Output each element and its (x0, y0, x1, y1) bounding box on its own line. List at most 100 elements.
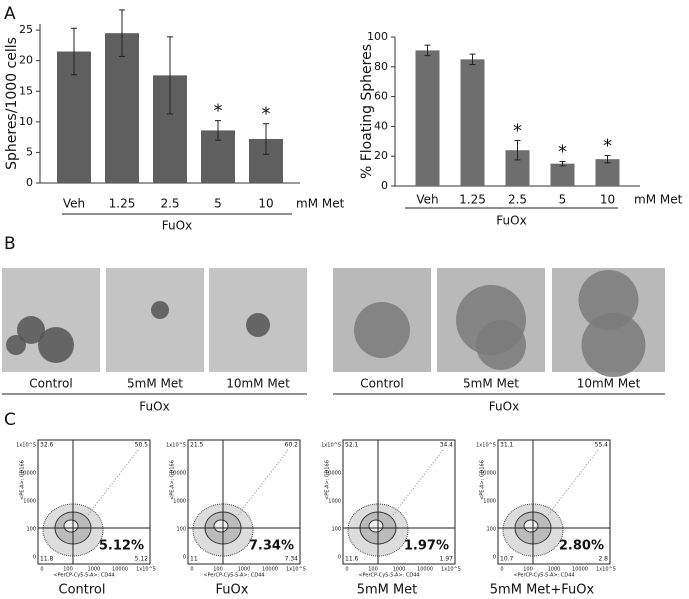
unit-label: mM Met (634, 193, 683, 207)
plot-caption: 5mM Met (357, 583, 418, 598)
y-tick-label: 0 (338, 555, 341, 561)
y-tick-label: 1000 (23, 499, 36, 505)
y-axis-label: <PE-A>: CD166 (480, 460, 486, 500)
quadrant-value: 31.1 (500, 442, 514, 449)
y-tick-label: 100 (176, 527, 186, 533)
x-tick-label: 10000 (112, 567, 128, 573)
x-axis-label: <PerCP-Cy5-5-A>: CD44 (53, 573, 114, 579)
x-tick-label: 5 (214, 197, 222, 211)
y-tick-label: 80 (374, 60, 388, 73)
x-tick-label: 100 (213, 567, 223, 573)
y-tick-label: 40 (374, 119, 388, 132)
x-tick-label: Veh (416, 193, 438, 207)
density-core (368, 519, 384, 533)
quadrant-value: 2.8 (598, 556, 608, 563)
x-tick-label: 1000 (393, 567, 406, 573)
y-tick-label: 100 (331, 527, 341, 533)
group-label: FuOx (496, 214, 526, 228)
micrograph-caption: 5mM Met (127, 377, 183, 391)
cell-cluster (17, 316, 45, 344)
y-tick-label: 0 (183, 555, 186, 561)
significance-mark: * (262, 104, 271, 125)
error-bar (167, 36, 173, 115)
y-tick-label: 1x10^5 (16, 443, 36, 449)
quadrant-value: 21.5 (190, 442, 204, 449)
x-tick-label: 100 (368, 567, 378, 573)
x-axis-label: <PerCP-Cy5-5-A>: CD44 (358, 573, 419, 579)
quadrant-value: 60.2 (285, 442, 299, 449)
error-bar (424, 44, 431, 57)
significance-mark: * (214, 101, 223, 122)
error-bar (469, 53, 476, 66)
y-tick-label: 0 (33, 555, 36, 561)
cell-cluster (38, 327, 74, 363)
plot-caption: FuOx (216, 583, 249, 598)
quadrant-value: 7.34 (285, 556, 299, 563)
x-tick-label: 1x10^5 (286, 567, 306, 573)
density-core (63, 519, 79, 533)
x-tick-label: 2.5 (160, 197, 179, 211)
y-tick-label: 1000 (173, 499, 186, 505)
quadrant-value: 32.6 (40, 442, 54, 449)
y-tick-label: 1x10^5 (476, 443, 496, 449)
x-tick-label: Veh (63, 197, 85, 211)
unit-label: mM Met (296, 197, 345, 211)
y-tick-label: 100 (486, 527, 496, 533)
highlight-percent: 1.97% (404, 539, 449, 554)
y-tick-label: 0 (381, 179, 388, 192)
significance-mark: * (513, 121, 522, 142)
x-tick-label: 1000 (238, 567, 251, 573)
x-tick-label: 10 (600, 193, 615, 207)
y-tick-label: 1000 (328, 499, 341, 505)
y-axis-label: <PE-A>: CD166 (170, 460, 176, 500)
x-axis-label: <PerCP-Cy5-5-A>: CD44 (203, 573, 264, 579)
micrograph-caption: 10mM Met (577, 377, 641, 391)
density-core (523, 519, 539, 533)
cell-cluster (354, 302, 410, 358)
quadrant-value: 10.7 (500, 556, 514, 563)
y-tick-label: 5 (26, 145, 33, 158)
quadrant-value: 11 (190, 556, 198, 563)
x-tick-label: 1x10^5 (596, 567, 616, 573)
y-tick-label: 100 (26, 527, 36, 533)
group-label: FuOx (162, 219, 192, 233)
y-tick-label: 0 (493, 555, 496, 561)
y-tick-label: 10 (19, 115, 33, 128)
x-tick-label: 1x10^5 (136, 567, 156, 573)
x-tick-label: 1.25 (109, 197, 136, 211)
significance-mark: * (558, 141, 567, 162)
x-tick-label: 0 (190, 567, 193, 573)
error-bar (559, 160, 566, 167)
highlight-percent: 5.12% (99, 539, 144, 554)
bar (460, 59, 485, 186)
x-tick-label: 0 (500, 567, 503, 573)
y-tick-label: 20 (374, 149, 388, 162)
quadrant-value: 50.5 (135, 442, 149, 449)
cell-cluster (151, 301, 169, 319)
panel-label: B (4, 234, 16, 254)
y-tick-label: 100 (367, 30, 388, 43)
x-tick-label: 2.5 (508, 193, 527, 207)
bar (415, 50, 440, 186)
y-tick-label: 10000 (480, 471, 496, 477)
x-tick-label: 10000 (262, 567, 278, 573)
x-tick-label: 1.25 (459, 193, 486, 207)
quadrant-value: 52.1 (345, 442, 359, 449)
bar (550, 163, 575, 186)
y-tick-label: 10000 (325, 471, 341, 477)
x-tick-label: 1x10^5 (441, 567, 461, 573)
x-tick-label: 100 (63, 567, 73, 573)
y-tick-label: 1x10^5 (166, 443, 186, 449)
error-bar (263, 123, 269, 155)
x-tick-label: 10000 (572, 567, 588, 573)
x-tick-label: 5 (559, 193, 567, 207)
significance-mark: * (603, 135, 612, 156)
y-tick-label: 10000 (20, 471, 36, 477)
panel-label: A (4, 4, 16, 24)
micrograph-caption: 10mM Met (226, 377, 290, 391)
micrograph-caption: Control (29, 377, 72, 391)
x-tick-label: 0 (345, 567, 348, 573)
error-bar (71, 27, 77, 76)
